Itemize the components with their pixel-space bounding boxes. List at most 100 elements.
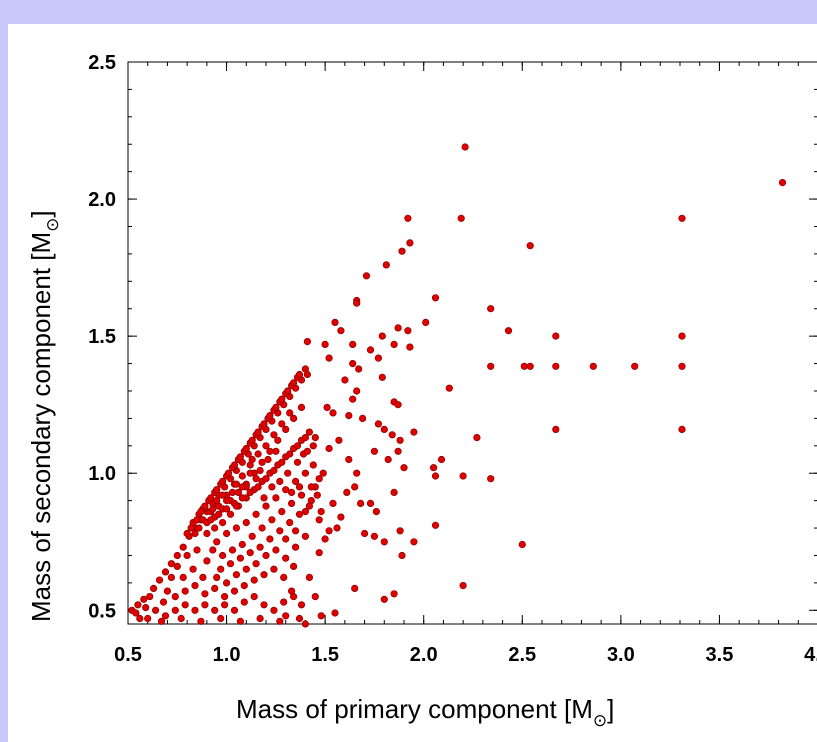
data-point — [678, 362, 686, 370]
data-point — [301, 620, 310, 628]
data-point — [254, 483, 262, 491]
data-point — [268, 483, 276, 491]
data-point — [262, 551, 270, 560]
y-tick-label: 1.5 — [88, 326, 116, 348]
data-point — [260, 420, 268, 428]
data-point — [226, 510, 235, 518]
data-point — [337, 327, 345, 335]
data-point — [406, 239, 414, 247]
data-point — [228, 488, 237, 497]
data-point — [232, 571, 240, 579]
data-point — [307, 483, 315, 491]
data-point — [272, 546, 280, 554]
data-point — [487, 305, 495, 313]
data-point — [254, 428, 262, 436]
data-point — [248, 455, 256, 464]
data-point — [362, 272, 371, 280]
data-point — [193, 546, 201, 554]
data-point — [317, 612, 325, 620]
data-point — [290, 592, 298, 601]
data-point — [278, 420, 286, 428]
data-point — [270, 466, 278, 475]
y-axis-label: Mass of secondary component [M⊙] — [26, 210, 62, 622]
data-point — [223, 579, 231, 587]
data-point — [305, 573, 314, 582]
data-point — [343, 488, 351, 497]
data-point — [390, 488, 398, 497]
data-point — [290, 414, 298, 423]
data-point — [195, 524, 203, 532]
data-point — [321, 535, 329, 543]
data-point — [487, 362, 495, 370]
data-point — [157, 617, 166, 625]
data-point — [226, 560, 235, 568]
data-point — [286, 450, 294, 458]
data-point — [278, 458, 286, 466]
data-point — [256, 614, 264, 623]
data-point — [252, 475, 260, 483]
data-point — [266, 412, 274, 420]
data-point — [349, 340, 357, 349]
x-axis-label-main: Mass of primary component [M — [236, 694, 593, 724]
data-point — [223, 529, 231, 538]
data-point — [242, 444, 250, 453]
data-point — [422, 318, 430, 327]
data-point — [295, 483, 304, 491]
data-point — [274, 436, 282, 444]
x-axis-label: Mass of primary component [M⊙] — [236, 694, 614, 730]
data-point — [292, 543, 300, 551]
data-point — [230, 587, 239, 595]
data-point — [305, 502, 314, 510]
data-point — [305, 428, 314, 436]
data-point — [203, 557, 211, 565]
data-points — [128, 143, 787, 628]
data-point — [201, 590, 209, 598]
data-point — [398, 551, 406, 560]
data-point — [518, 540, 526, 549]
data-point — [390, 340, 398, 349]
data-point — [295, 614, 304, 623]
data-point — [589, 362, 597, 370]
data-point — [331, 609, 339, 617]
data-point — [410, 428, 418, 436]
data-point — [301, 434, 310, 442]
data-point — [181, 601, 189, 609]
data-point — [353, 387, 361, 395]
data-point — [219, 477, 227, 486]
data-point — [406, 343, 414, 351]
data-point — [242, 519, 250, 527]
data-point — [437, 455, 446, 464]
data-point — [248, 436, 256, 444]
data-point — [183, 551, 191, 560]
data-point — [232, 524, 240, 532]
data-point — [297, 491, 306, 499]
data-point — [380, 538, 388, 546]
data-point — [132, 609, 140, 617]
data-point — [211, 606, 219, 614]
plot-area — [127, 61, 817, 625]
data-point — [315, 549, 323, 557]
data-point — [396, 527, 404, 535]
data-point — [230, 606, 239, 614]
data-point — [191, 606, 199, 614]
data-point — [315, 516, 323, 524]
data-point — [278, 508, 286, 516]
data-point — [213, 486, 221, 494]
data-point — [303, 447, 312, 455]
data-point — [228, 546, 237, 554]
data-point — [211, 524, 219, 532]
data-point — [270, 606, 278, 614]
data-point — [223, 505, 231, 513]
data-point — [329, 409, 337, 417]
data-point — [199, 573, 207, 582]
data-point — [230, 461, 239, 469]
data-point — [431, 294, 440, 302]
data-point — [213, 573, 221, 582]
y-tick-label: 1.0 — [88, 463, 116, 485]
data-point — [303, 338, 312, 346]
data-point — [152, 606, 160, 614]
data-point — [282, 486, 290, 494]
data-point — [217, 565, 225, 573]
data-point — [211, 584, 219, 593]
tick-labels: 0.5 1.0 1.5 2.0 2.5 3.0 3.5 4.0 0.5 1.0 1.5 2.0 2.5 — [88, 52, 817, 666]
